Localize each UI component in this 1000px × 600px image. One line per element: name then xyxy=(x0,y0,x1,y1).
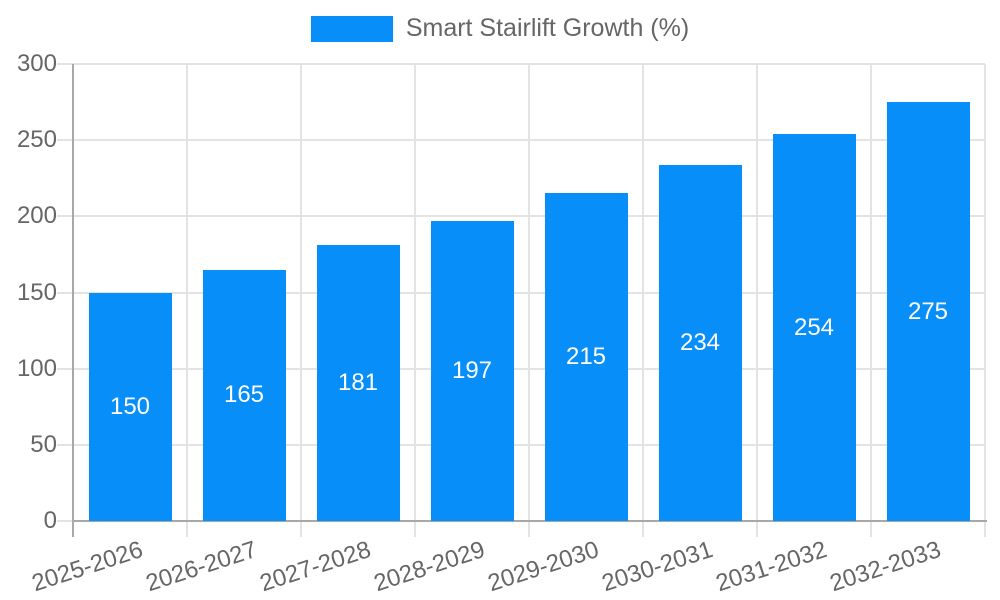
x-axis-tick xyxy=(186,521,188,537)
y-axis-tick xyxy=(57,139,73,142)
gridline-vertical xyxy=(414,64,416,521)
x-tick-label: 2025-2026 xyxy=(28,536,147,598)
gridline-vertical xyxy=(984,64,986,521)
bar-value-label: 275 xyxy=(907,297,949,325)
bar[interactable] xyxy=(202,269,286,521)
x-tick-label: 2026-2027 xyxy=(142,536,261,598)
x-axis-tick xyxy=(414,521,416,537)
y-axis-tick xyxy=(57,291,73,294)
x-axis-tick xyxy=(756,521,758,537)
legend-swatch xyxy=(310,15,393,42)
x-axis-tick xyxy=(300,521,302,537)
gridline-vertical xyxy=(870,64,872,521)
y-tick-label: 250 xyxy=(16,126,57,154)
bar[interactable] xyxy=(772,134,856,521)
gridline-vertical xyxy=(756,64,758,521)
x-tick-label: 2027-2028 xyxy=(256,536,375,598)
x-tick-label: 2031-2032 xyxy=(712,536,831,598)
bar-value-label: 181 xyxy=(337,369,379,397)
y-tick-label: 150 xyxy=(16,278,57,306)
bar-value-label: 234 xyxy=(679,328,721,356)
bar[interactable] xyxy=(658,164,742,521)
y-axis-tick xyxy=(57,443,73,446)
x-tick-label: 2029-2030 xyxy=(484,536,603,598)
y-tick-label: 100 xyxy=(16,354,57,382)
x-axis-tick xyxy=(984,521,986,537)
x-axis-tick xyxy=(642,521,644,537)
x-axis-line xyxy=(72,520,987,522)
bar-value-label: 215 xyxy=(565,343,607,371)
bar[interactable] xyxy=(544,193,628,521)
y-axis-tick xyxy=(57,215,73,218)
y-axis-tick xyxy=(57,520,73,522)
x-axis-tick xyxy=(528,521,530,537)
bar-value-label: 165 xyxy=(223,381,265,409)
gridline-vertical xyxy=(186,64,188,521)
y-tick-label: 200 xyxy=(16,202,57,230)
bar[interactable] xyxy=(88,292,172,521)
legend-label: Smart Stairlift Growth (%) xyxy=(405,14,690,42)
bar-value-label: 197 xyxy=(451,356,493,384)
bar[interactable] xyxy=(316,245,400,521)
gridline-vertical xyxy=(300,64,302,521)
y-axis-tick xyxy=(57,367,73,370)
x-tick-label: 2030-2031 xyxy=(598,536,717,598)
bar[interactable] xyxy=(430,220,514,521)
bar-value-label: 150 xyxy=(109,392,151,420)
y-axis-line xyxy=(72,64,74,537)
y-tick-label: 300 xyxy=(16,50,57,77)
gridline-vertical xyxy=(642,64,644,521)
y-tick-label: 0 xyxy=(43,507,57,534)
y-tick-label: 50 xyxy=(30,430,57,458)
x-axis-tick xyxy=(870,521,872,537)
bar[interactable] xyxy=(886,102,970,521)
x-tick-label: 2032-2033 xyxy=(826,536,945,598)
chart-legend[interactable]: Smart Stairlift Growth (%) xyxy=(0,14,1000,43)
gridline-vertical xyxy=(528,64,530,521)
y-axis-tick xyxy=(57,63,73,65)
x-tick-label: 2028-2029 xyxy=(370,536,489,598)
bar-value-label: 254 xyxy=(793,313,835,341)
